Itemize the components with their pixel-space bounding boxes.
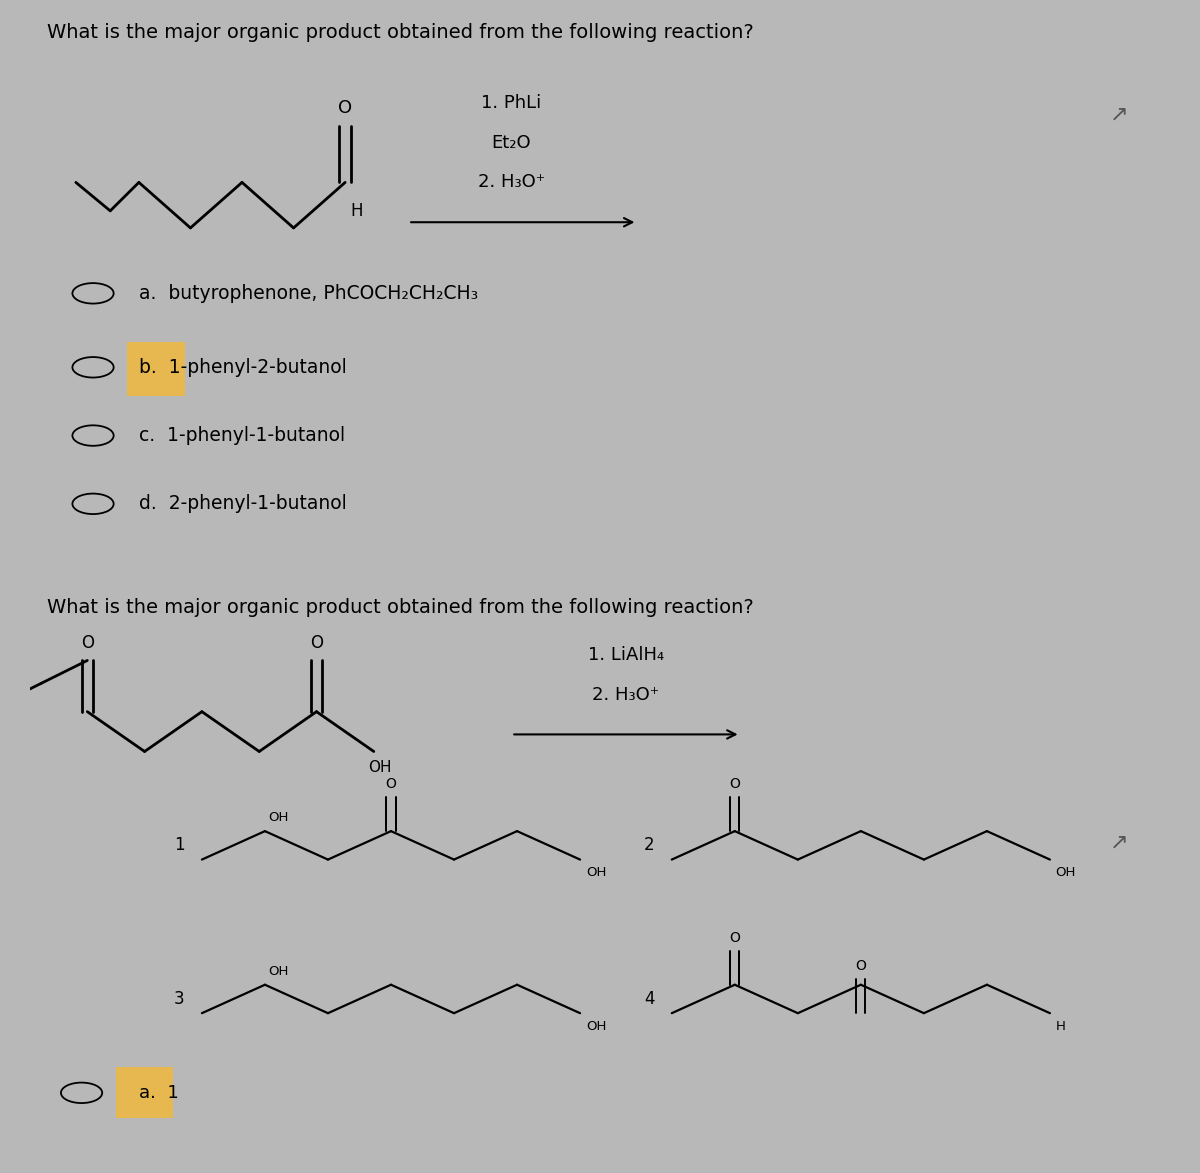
Text: H: H	[350, 202, 362, 221]
Text: Et₂O: Et₂O	[492, 134, 532, 151]
Text: ↗: ↗	[1109, 104, 1128, 124]
Text: 3: 3	[174, 990, 185, 1008]
Text: c.  1-phenyl-1-butanol: c. 1-phenyl-1-butanol	[139, 426, 344, 445]
Text: 1. PhLi: 1. PhLi	[481, 94, 541, 111]
Text: d.  2-phenyl-1-butanol: d. 2-phenyl-1-butanol	[139, 494, 347, 514]
Text: O: O	[856, 960, 866, 974]
Text: What is the major organic product obtained from the following reaction?: What is the major organic product obtain…	[47, 598, 754, 617]
Text: O: O	[80, 633, 94, 652]
FancyBboxPatch shape	[116, 1067, 173, 1118]
Text: H: H	[1056, 1021, 1066, 1033]
Text: 2. H₃O⁺: 2. H₃O⁺	[478, 174, 545, 191]
Text: OH: OH	[269, 965, 289, 978]
Text: a.  butyrophenone, PhCOCH₂CH₂CH₃: a. butyrophenone, PhCOCH₂CH₂CH₃	[139, 284, 478, 303]
Text: OH: OH	[586, 867, 606, 880]
Text: 2: 2	[644, 836, 654, 854]
Text: 1: 1	[174, 836, 185, 854]
Text: b.  1-phenyl-2-butanol: b. 1-phenyl-2-butanol	[139, 358, 347, 377]
Text: ↗: ↗	[1109, 833, 1128, 853]
Text: O: O	[730, 778, 740, 792]
Text: What is the major organic product obtained from the following reaction?: What is the major organic product obtain…	[47, 23, 754, 42]
Text: OH: OH	[586, 1021, 606, 1033]
FancyBboxPatch shape	[127, 341, 185, 395]
Text: O: O	[338, 99, 353, 117]
Text: a.  1: a. 1	[139, 1084, 179, 1101]
Text: OH: OH	[367, 760, 391, 775]
Text: 1. LiAlH₄: 1. LiAlH₄	[588, 646, 664, 664]
Text: O: O	[385, 778, 396, 792]
Text: O: O	[730, 931, 740, 945]
Text: OH: OH	[1056, 867, 1076, 880]
Text: 2. H₃O⁺: 2. H₃O⁺	[593, 685, 660, 704]
Text: O: O	[310, 633, 323, 652]
Text: OH: OH	[269, 812, 289, 825]
Text: 4: 4	[644, 990, 654, 1008]
